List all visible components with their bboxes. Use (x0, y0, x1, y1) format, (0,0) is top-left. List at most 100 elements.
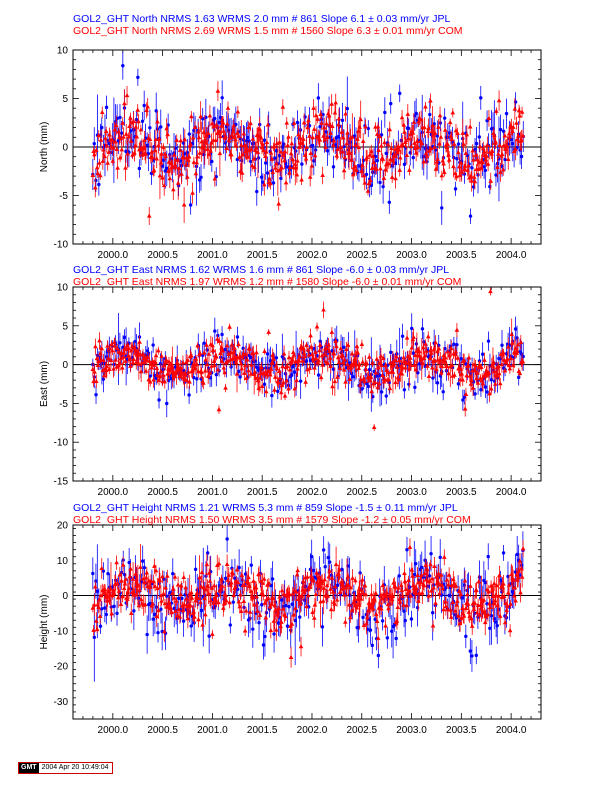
data-point (263, 615, 269, 620)
data-point (379, 143, 384, 148)
data-point (464, 362, 468, 366)
data-point (149, 365, 154, 370)
data-point (336, 571, 341, 576)
data-point (302, 353, 308, 359)
data-point (356, 144, 362, 150)
data-point (473, 363, 478, 368)
data-point (270, 393, 274, 398)
data-point (394, 149, 400, 154)
north-xtick-label: 2001.0 (197, 250, 228, 261)
data-point (102, 587, 108, 592)
data-point (99, 565, 105, 571)
data-point (358, 116, 363, 122)
data-point (375, 384, 380, 390)
data-point (108, 143, 114, 149)
data-point (474, 141, 479, 146)
data-point (265, 352, 270, 356)
data-point (294, 172, 300, 177)
data-point (259, 145, 265, 150)
data-point (324, 121, 329, 126)
data-point (262, 382, 267, 386)
data-point (141, 359, 147, 364)
data-point (322, 137, 328, 142)
data-point (328, 586, 333, 591)
data-point (176, 606, 182, 611)
data-point (415, 144, 421, 149)
east-data-marks (90, 287, 526, 431)
data-point (182, 602, 187, 607)
data-point (514, 120, 519, 125)
data-point (347, 376, 353, 382)
data-point (511, 124, 516, 129)
data-point (263, 634, 267, 639)
data-point (173, 146, 178, 150)
data-point (96, 604, 101, 610)
data-point (396, 377, 401, 382)
data-point (437, 359, 443, 364)
data-point (328, 560, 332, 564)
data-point (363, 124, 368, 129)
data-point (306, 118, 311, 123)
north-ytick-label: 10 (57, 46, 69, 57)
data-point (125, 353, 131, 358)
data-point (505, 344, 511, 349)
data-point (407, 167, 412, 172)
data-point (234, 567, 240, 572)
data-point (326, 555, 330, 560)
data-point (491, 359, 496, 364)
data-point (132, 609, 136, 613)
height-ytick-label: -30 (54, 697, 69, 708)
data-point (140, 559, 145, 563)
data-point (475, 157, 480, 162)
data-point (98, 624, 103, 628)
east-series-jpl (91, 313, 525, 418)
data-point (316, 358, 322, 363)
data-point (363, 591, 369, 597)
data-point (92, 369, 97, 374)
data-point (143, 151, 149, 156)
data-point (152, 563, 157, 568)
data-point (201, 350, 207, 355)
data-point (102, 153, 108, 159)
data-point (259, 175, 264, 179)
data-point (389, 350, 393, 355)
data-point (441, 390, 445, 394)
data-point (321, 307, 326, 312)
data-point (436, 346, 442, 351)
data-point (211, 600, 216, 605)
data-point (507, 134, 513, 139)
data-point (461, 357, 467, 362)
data-point (223, 385, 228, 390)
data-point (138, 564, 143, 569)
data-point (451, 163, 456, 169)
data-point (339, 352, 345, 357)
north-xtick-label: 2000.5 (147, 250, 178, 261)
data-point (505, 156, 511, 162)
north-series-jpl (91, 51, 525, 225)
north-ytick-label: -5 (59, 191, 68, 202)
data-point (279, 176, 283, 181)
data-point (354, 167, 359, 173)
data-point (97, 613, 103, 619)
data-point (366, 181, 372, 186)
data-point (404, 335, 410, 340)
north-xtick-label: 2003.5 (446, 250, 477, 261)
data-point (116, 129, 122, 134)
data-point (372, 379, 378, 384)
data-point (140, 119, 145, 124)
data-point (480, 352, 485, 356)
data-point (122, 101, 127, 106)
data-point (118, 136, 124, 141)
data-point (212, 362, 217, 368)
data-point (388, 360, 393, 365)
data-point (270, 352, 275, 357)
data-point (209, 585, 215, 590)
data-point (244, 375, 249, 380)
data-point (203, 612, 208, 617)
data-point (152, 583, 158, 588)
data-point (123, 131, 129, 136)
data-point (309, 163, 315, 168)
data-point (231, 600, 235, 604)
data-point (104, 105, 109, 110)
data-point (307, 584, 313, 589)
